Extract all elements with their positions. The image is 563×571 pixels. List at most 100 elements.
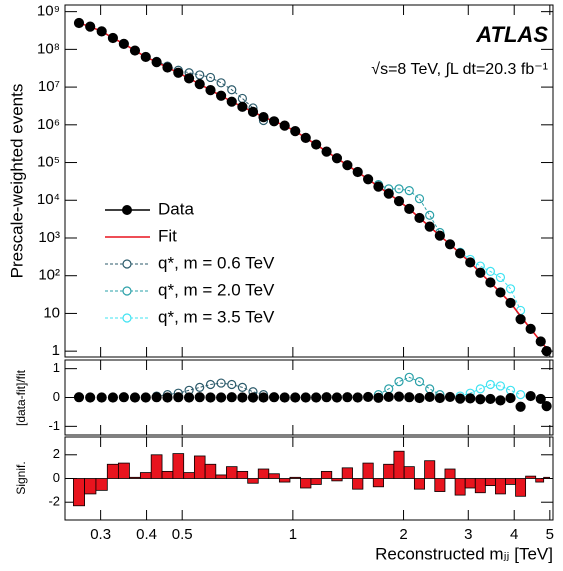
data-point	[194, 79, 205, 90]
data-point	[162, 392, 173, 403]
data-point	[118, 38, 129, 49]
significance-bar	[495, 478, 506, 495]
data-point	[475, 267, 486, 278]
legend-label: Fit	[158, 226, 177, 245]
significance-bar	[403, 466, 415, 479]
data-point	[525, 323, 536, 334]
signal-point	[195, 382, 205, 393]
y-tick-label: 10⁹	[37, 3, 60, 20]
data-point	[475, 394, 486, 405]
data-point	[183, 392, 195, 403]
y-tick-label: 0	[53, 389, 60, 404]
significance-bar	[95, 478, 108, 491]
significance-bar	[505, 478, 516, 485]
legend-marker	[122, 313, 132, 323]
y-tick-label: 1	[52, 342, 60, 359]
significance-bar	[204, 463, 217, 479]
data-point	[331, 153, 343, 164]
y-tick-label: 10³	[38, 229, 60, 246]
x-tick-label: 4	[510, 526, 518, 543]
data-point	[321, 146, 332, 157]
data-point	[414, 212, 425, 224]
plot-frame	[64, 4, 554, 358]
data-point	[363, 174, 374, 185]
data-point	[140, 392, 151, 403]
data-point	[342, 392, 353, 403]
data-point	[321, 392, 332, 403]
data-point	[129, 45, 141, 56]
significance-bar	[525, 475, 537, 479]
signal-point	[414, 377, 425, 387]
data-point	[290, 392, 301, 403]
significance-bar	[73, 478, 85, 507]
signal-point	[394, 377, 404, 387]
data-point	[342, 160, 353, 171]
significance-bar	[150, 454, 163, 479]
signal-point	[394, 184, 404, 194]
data-point	[535, 393, 546, 405]
significance-bar	[257, 468, 270, 479]
data-point	[247, 392, 259, 403]
data-point	[434, 392, 445, 404]
data-point	[96, 26, 107, 37]
significance-bar	[543, 476, 550, 479]
data-point	[352, 166, 363, 178]
data-point	[373, 392, 384, 403]
significance-bar	[226, 466, 238, 479]
data-point	[258, 392, 269, 403]
significance-bar	[413, 478, 425, 490]
y-tick-label: 10⁵	[37, 154, 60, 171]
data-point	[162, 62, 173, 73]
signif-axis-title: Signif.	[14, 461, 28, 494]
data-point	[226, 96, 237, 107]
data-point	[268, 392, 280, 403]
signal-point	[425, 384, 435, 394]
y-tick-label: 10⁴	[37, 191, 60, 208]
significance-bar	[341, 467, 353, 479]
signal-point	[505, 284, 516, 294]
data-point	[311, 139, 322, 150]
signal-line	[460, 384, 521, 397]
signal-point	[237, 93, 247, 104]
experiment-label: ATLAS	[475, 22, 548, 47]
signal-point	[404, 372, 414, 382]
significance-bar	[278, 478, 291, 483]
y-tick-label: 10⁶	[37, 116, 60, 133]
signal-point	[485, 379, 496, 390]
data-point	[393, 196, 405, 207]
data-point	[140, 51, 151, 63]
data-point	[414, 392, 425, 404]
signal-line	[378, 376, 441, 396]
significance-bar	[515, 478, 527, 497]
data-point	[485, 277, 496, 288]
data-point	[151, 392, 162, 403]
data-point	[216, 90, 227, 101]
data-point	[279, 392, 290, 403]
signal-point	[227, 85, 237, 95]
y-tick-label: 10	[43, 304, 60, 321]
data-point	[363, 391, 374, 403]
signal-line	[156, 60, 264, 121]
data-point	[541, 346, 552, 357]
data-point	[216, 392, 227, 403]
signal-point	[475, 384, 485, 394]
y-tick-label: 10⁸	[37, 40, 60, 57]
signal-point	[195, 70, 205, 80]
data-point	[383, 391, 394, 403]
data-point	[495, 287, 506, 298]
significance-bar	[454, 478, 466, 496]
significance-bar	[393, 450, 405, 479]
x-tick-label: 0.3	[90, 526, 111, 543]
significance-bar	[424, 460, 436, 479]
signal-point	[205, 72, 216, 83]
y-tick-label: 0	[53, 470, 60, 485]
data-point	[73, 17, 85, 29]
data-point	[373, 181, 384, 192]
data-point	[515, 401, 526, 412]
data-point	[404, 203, 415, 215]
y-tick-label: -1	[48, 418, 60, 433]
data-point	[247, 106, 259, 117]
legend-label: q*, m = 3.5 TeV	[158, 307, 275, 326]
data-point	[541, 401, 552, 412]
data-point	[268, 116, 280, 127]
